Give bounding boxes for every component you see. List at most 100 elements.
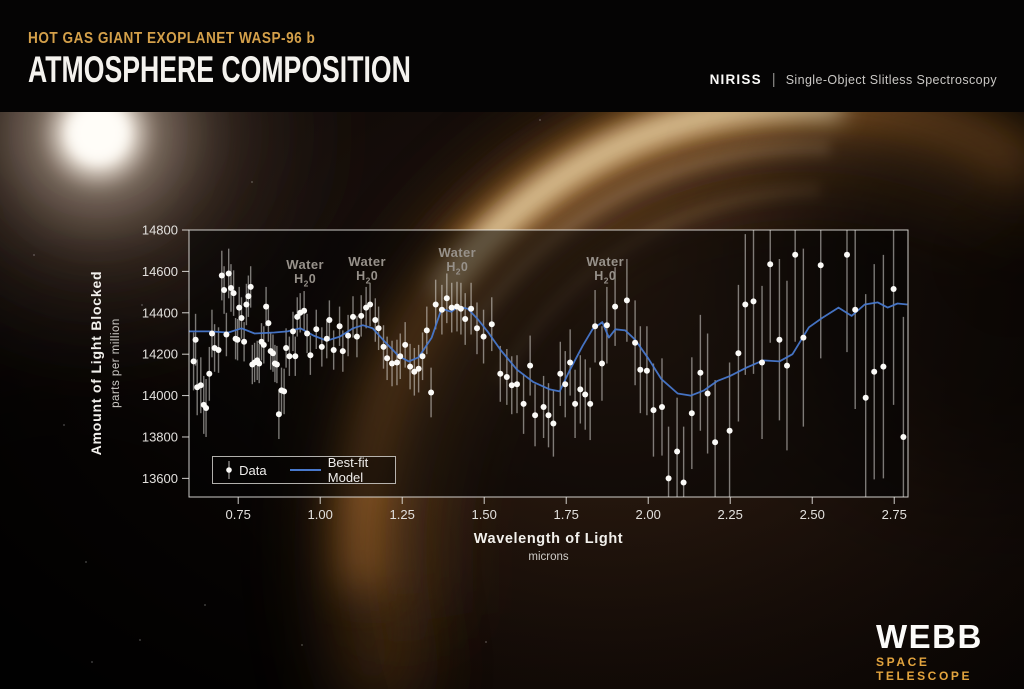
data-point [423,327,430,334]
data-point [290,328,296,335]
data-point [402,341,409,348]
model-line-legend-icon [289,469,321,471]
data-point [643,367,650,374]
data-point [448,304,455,311]
data-point [688,410,695,417]
data-point [623,297,630,304]
instrument-mode: Single-Object Slitless Spectroscopy [785,72,997,87]
webb-logo: WEBB SPACE TELESCOPE [876,620,1024,683]
x-axis-title: Wavelength of Light [473,531,624,547]
data-point [550,420,557,427]
header-band: HOT GAS GIANT EXOPLANET WASP-96 b ATMOSP… [0,0,1024,112]
data-point [432,301,439,308]
data-point [438,306,445,313]
data-point [419,353,426,360]
model-line [189,301,908,397]
data-point [503,374,510,380]
water-annotation: Water H20 [438,244,477,277]
data-point [415,365,422,372]
legend-label-data: Data [239,462,267,478]
data-point [275,411,282,418]
star-speck [63,424,65,426]
data-point [270,350,276,357]
data-point [428,389,435,396]
data-point [330,347,337,353]
data-point [411,368,418,375]
star-speck [204,604,206,606]
data-point [394,359,400,366]
data-point [256,360,263,367]
header-eyebrow: HOT GAS GIANT EXOPLANET WASP-96 b [28,30,316,47]
x-tick-label: 1.50 [472,507,497,522]
data-point [792,251,799,258]
data-point [704,390,711,397]
data-point [339,348,346,355]
data-point [245,293,252,300]
data-point [582,391,589,398]
data-point [637,366,644,373]
water-annotation: Water H20 [286,257,324,289]
data-point [358,312,365,319]
data-point [632,339,639,346]
data-point [221,287,228,293]
data-point [680,479,687,486]
data-point [350,313,356,320]
data-point [480,333,487,340]
x-tick-label: 0.75 [226,507,251,522]
data-point [225,270,232,277]
data-point [228,285,234,291]
y-tick-label: 13800 [142,429,178,444]
data-point [238,315,245,321]
data-point [592,323,599,330]
data-point [800,334,807,341]
data-point [880,363,887,370]
data-point [367,301,374,308]
data-point [247,283,254,290]
data-point [236,304,243,311]
data-point [292,353,299,360]
data-point [234,336,241,343]
y-tick-label: 14400 [142,305,178,320]
star-speck [539,119,541,121]
data-point [659,404,665,410]
x-tick-label: 2.00 [636,507,661,522]
data-point [241,338,248,345]
data-point [520,400,527,407]
legend: Data Best-fit Model [212,455,396,485]
data-point [784,362,790,369]
data-point [540,404,547,410]
data-point [313,326,320,333]
data-point [514,381,520,388]
star-speck [301,644,303,646]
data-point [209,330,215,337]
page-title: ATMOSPHERE COMPOSITION [28,49,411,90]
data-point [206,370,213,377]
data-point [474,325,480,332]
data-point [572,400,579,407]
data-point [230,290,237,297]
data-point [532,412,539,419]
data-point [742,301,749,308]
data-point [890,286,897,292]
data-point [735,350,742,357]
star-speck [141,304,143,306]
data-point [215,347,222,353]
data-point [283,345,290,351]
water-annotation: Water H20 [586,254,625,286]
data-point [457,305,464,312]
data-point [307,352,314,359]
data-point [871,368,878,375]
data-point [273,361,280,368]
divider: | [771,71,776,88]
data-point [726,427,733,434]
data-point [900,434,907,440]
data-point [336,323,343,330]
data-point-legend-icon [226,461,232,479]
data-point [759,359,765,366]
data-point [697,369,704,376]
data-point [443,295,450,302]
legend-label-model: Best-fit Model [327,455,369,485]
data-point [375,325,382,332]
x-tick-label: 2.75 [882,507,907,522]
